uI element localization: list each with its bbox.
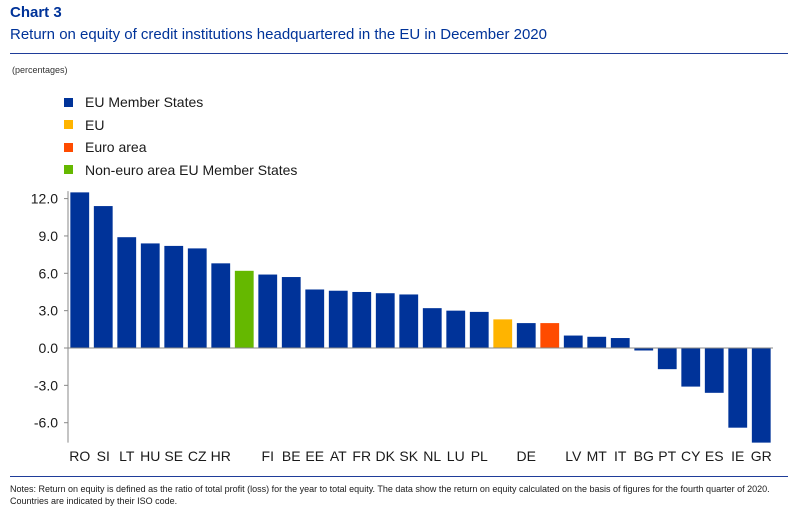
legend-item-non-euro-area: Non-euro area EU Member States [64, 159, 297, 182]
x-tick-label: NL [423, 448, 441, 464]
chart-label: Chart 3 [10, 4, 62, 21]
y-tick-label: -6.0 [34, 415, 58, 431]
x-tick-label: LT [119, 448, 135, 464]
y-tick-label: -3.0 [34, 377, 58, 393]
bar [587, 336, 607, 348]
x-tick-label: SK [399, 448, 418, 464]
x-tick-label: FI [262, 448, 274, 464]
bar [258, 274, 278, 348]
bar [540, 323, 560, 348]
legend-label: Euro area [85, 139, 147, 156]
bar [187, 248, 207, 348]
x-tick-label: HU [140, 448, 160, 464]
x-tick-label: MT [587, 448, 608, 464]
x-tick-label: SE [164, 448, 183, 464]
bar [117, 237, 137, 348]
x-tick-label: GR [751, 448, 772, 464]
units-label: (percentages) [12, 65, 68, 75]
bar [422, 308, 442, 348]
bar [446, 310, 466, 348]
bar [493, 319, 513, 348]
y-tick-label: 12.0 [31, 191, 58, 207]
x-tick-label: IE [731, 448, 744, 464]
legend-swatch-eu [64, 120, 73, 130]
bar [681, 348, 701, 387]
bar-chart: 12.0 9.0 6.0 3.0 0.0 -3.0 -6.0 RO SI LT HU SE CZ HR FI… [31, 191, 773, 464]
x-tick-label: PL [471, 448, 488, 464]
x-tick-label: IT [614, 448, 627, 464]
legend-item-eu: EU [64, 114, 297, 137]
legend-item-eu-member-states: EU Member States [64, 91, 297, 114]
x-tick-label: BE [282, 448, 301, 464]
x-tick-label: EE [305, 448, 324, 464]
bar [281, 277, 301, 348]
x-tick-label: BG [634, 448, 654, 464]
x-tick-label: LV [565, 448, 582, 464]
bar [704, 348, 724, 393]
bar [516, 323, 536, 348]
bar [375, 293, 395, 348]
legend-item-euro-area: Euro area [64, 136, 297, 159]
notes-divider [10, 476, 788, 477]
x-tick-label: FR [352, 448, 371, 464]
y-tick-label: 6.0 [39, 265, 59, 281]
legend-label: EU Member States [85, 94, 204, 111]
x-tick-label: CY [681, 448, 701, 464]
bar [164, 245, 184, 348]
bar [728, 348, 748, 428]
bar [140, 243, 160, 348]
bar [328, 290, 348, 348]
notes-text: Notes: Return on equity is defined as th… [10, 484, 770, 506]
bar [469, 311, 489, 348]
y-tick-label: 0.0 [39, 340, 59, 356]
x-tick-label: SI [97, 448, 110, 464]
legend-label: EU [85, 116, 105, 133]
bar [352, 291, 372, 348]
chart-title: Return on equity of credit institutions … [10, 26, 547, 43]
bar [751, 348, 771, 443]
x-tick-label: CZ [188, 448, 207, 464]
bar [211, 263, 231, 348]
y-tick-label: 3.0 [39, 303, 59, 319]
legend-label: Non-euro area EU Member States [85, 161, 298, 178]
bar [234, 270, 254, 348]
bar [563, 335, 583, 348]
bar [657, 348, 677, 370]
x-tick-label: PT [658, 448, 676, 464]
y-tick-label: 9.0 [39, 228, 59, 244]
bar [610, 338, 630, 348]
legend-swatch-euro-area [64, 142, 73, 152]
x-tick-label: RO [69, 448, 90, 464]
legend-swatch-eu-member-states [64, 97, 73, 107]
x-tick-label: DE [517, 448, 536, 464]
x-tick-label: DK [376, 448, 396, 464]
legend: EU Member States EU Euro area Non-euro a… [64, 91, 297, 181]
x-tick-label: ES [705, 448, 724, 464]
title-divider [10, 53, 788, 54]
bar [634, 348, 654, 351]
x-tick-label: LU [447, 448, 465, 464]
x-tick-label: AT [330, 448, 347, 464]
legend-swatch-non-euro-area [64, 165, 73, 175]
x-tick-label: HR [211, 448, 231, 464]
bar [399, 294, 419, 348]
bar [305, 289, 325, 348]
bar [70, 192, 90, 348]
bar [93, 206, 113, 348]
